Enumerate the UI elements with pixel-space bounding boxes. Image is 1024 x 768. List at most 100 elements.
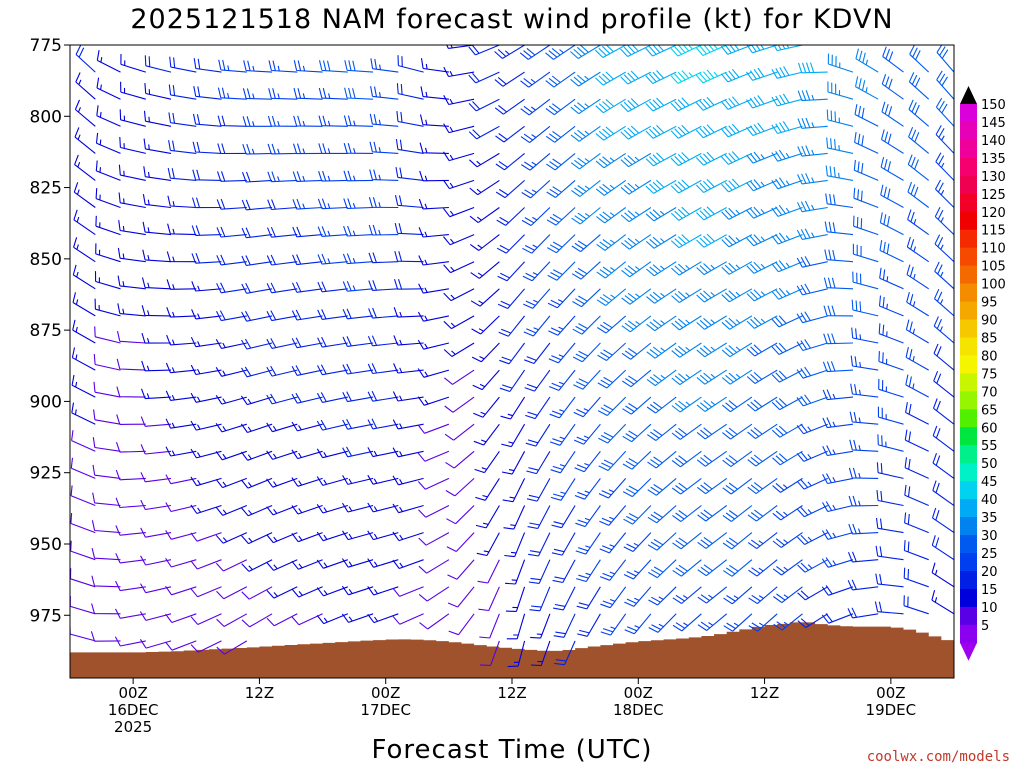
wind-barb: [572, 342, 601, 363]
wind-barb: [475, 505, 500, 529]
wind-barb: [855, 48, 879, 73]
wind-barb: [549, 423, 576, 446]
wind-barb: [796, 477, 828, 490]
wind-barb: [848, 495, 879, 507]
wind-barb: [596, 288, 627, 306]
wind-barb: [190, 364, 222, 376]
wind-barb: [824, 249, 854, 263]
wind-barb: [748, 613, 778, 632]
wind-barb: [143, 166, 172, 181]
wind-barb: [115, 442, 146, 453]
wind-barb: [905, 402, 929, 425]
wind-barb: [166, 307, 197, 318]
wind-barb: [241, 613, 273, 628]
wind-barb: [448, 613, 475, 636]
wind-barb: [621, 342, 652, 360]
wind-barb: [216, 282, 247, 294]
wind-barb: [622, 450, 652, 470]
wind-barb: [796, 339, 828, 352]
wind-barb: [696, 450, 728, 467]
x-tick-label: 00Z: [118, 684, 147, 702]
wind-barb: [393, 279, 424, 290]
wind-barb: [620, 45, 652, 57]
wind-barb: [266, 586, 298, 599]
wind-barb: [418, 227, 449, 238]
wind-barb: [120, 53, 146, 73]
wind-barb: [646, 396, 677, 414]
wind-barb: [670, 70, 702, 84]
colorbar-swatch: [960, 499, 977, 518]
y-tick-label: 925: [30, 464, 62, 484]
wind-barb: [418, 255, 449, 266]
wind-barb: [797, 613, 828, 629]
wind-barb: [526, 451, 551, 475]
wind-barb: [241, 310, 273, 322]
wind-barb: [574, 450, 601, 473]
wind-barb: [397, 55, 424, 73]
wind-barb: [573, 369, 601, 390]
wind-barb: [771, 423, 803, 438]
wind-barb: [266, 559, 298, 571]
wind-barb: [317, 281, 348, 293]
x-tick-label: 17DEC: [360, 701, 411, 719]
wind-barb: [215, 450, 247, 461]
wind-barb: [670, 45, 702, 57]
y-tick-label: 800: [30, 107, 62, 127]
wind-barb: [646, 423, 677, 441]
wind-barb: [190, 613, 222, 626]
chart-title: 2025121518 NAM forecast wind profile (kt…: [130, 4, 893, 35]
wind-barb: [342, 280, 374, 292]
wind-barb: [216, 254, 247, 266]
wind-barb: [95, 243, 121, 263]
wind-barb: [822, 445, 854, 457]
wind-barb: [854, 132, 879, 154]
wind-barb: [932, 398, 954, 425]
colorbar-label: 90: [981, 314, 998, 329]
wind-barb: [875, 517, 904, 534]
wind-barb: [165, 390, 197, 401]
wind-barb: [577, 613, 601, 637]
wind-barb: [168, 140, 197, 154]
wind-barb: [646, 369, 677, 387]
wind-barb: [396, 111, 424, 127]
wind-barb: [595, 45, 626, 58]
wind-barb: [620, 125, 652, 140]
wind-barb: [190, 420, 222, 431]
wind-barb: [268, 60, 298, 73]
wind-barb: [547, 234, 576, 254]
wind-barb: [418, 198, 449, 210]
wind-barb: [392, 419, 424, 430]
wind-barb: [94, 45, 96, 46]
wind-barb: [720, 151, 753, 165]
wind-barb: [906, 236, 930, 263]
colorbar-swatch: [960, 193, 977, 213]
wind-barb: [521, 179, 551, 199]
wind-barb: [905, 374, 929, 398]
wind-barb: [880, 184, 904, 208]
wind-barb: [343, 225, 374, 237]
wind-barb: [645, 234, 677, 249]
wind-barb: [190, 640, 222, 653]
wind-barb: [72, 264, 96, 290]
wind-barb: [115, 608, 146, 619]
wind-barb: [505, 559, 526, 585]
wind-barb: [723, 613, 753, 632]
wind-barb: [74, 154, 96, 181]
wind-barb: [91, 575, 121, 588]
wind-barb: [748, 559, 778, 577]
wind-barb: [292, 226, 323, 238]
colorbar-swatch: [960, 606, 977, 626]
wind-barb: [140, 472, 172, 483]
wind-barb: [242, 116, 273, 127]
wind-barb: [905, 346, 929, 371]
wind-barb: [854, 104, 879, 127]
wind-barb: [520, 125, 551, 144]
wind-barb: [318, 170, 348, 182]
wind-barb: [499, 369, 526, 393]
wind-barb: [530, 613, 551, 639]
wind-barb: [418, 559, 450, 574]
wind-barb: [796, 505, 828, 518]
wind-barb: [318, 60, 348, 73]
wind-barb: [367, 390, 399, 402]
wind-barb: [140, 444, 172, 455]
